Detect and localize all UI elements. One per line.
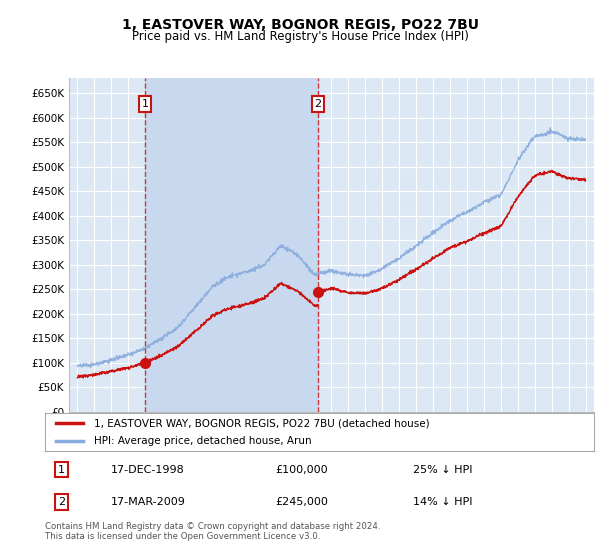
Text: 25% ↓ HPI: 25% ↓ HPI [413, 465, 472, 475]
Text: 1: 1 [58, 465, 65, 475]
Text: HPI: Average price, detached house, Arun: HPI: Average price, detached house, Arun [94, 436, 312, 446]
Bar [145, 78, 318, 412]
Text: 1, EASTOVER WAY, BOGNOR REGIS, PO22 7BU (detached house): 1, EASTOVER WAY, BOGNOR REGIS, PO22 7BU … [94, 418, 430, 428]
Text: Contains HM Land Registry data © Crown copyright and database right 2024.
This d: Contains HM Land Registry data © Crown c… [45, 522, 380, 542]
Text: Price paid vs. HM Land Registry's House Price Index (HPI): Price paid vs. HM Land Registry's House … [131, 30, 469, 43]
Text: 14% ↓ HPI: 14% ↓ HPI [413, 497, 472, 507]
Text: £100,000: £100,000 [275, 465, 328, 475]
Text: 2: 2 [314, 99, 322, 109]
Text: 17-MAR-2009: 17-MAR-2009 [111, 497, 186, 507]
Text: 1, EASTOVER WAY, BOGNOR REGIS, PO22 7BU: 1, EASTOVER WAY, BOGNOR REGIS, PO22 7BU [121, 18, 479, 32]
Text: 17-DEC-1998: 17-DEC-1998 [111, 465, 185, 475]
Text: 2: 2 [58, 497, 65, 507]
Text: 1: 1 [142, 99, 149, 109]
Text: £245,000: £245,000 [275, 497, 328, 507]
